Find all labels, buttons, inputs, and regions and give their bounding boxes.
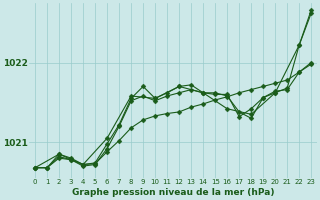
X-axis label: Graphe pression niveau de la mer (hPa): Graphe pression niveau de la mer (hPa): [72, 188, 274, 197]
